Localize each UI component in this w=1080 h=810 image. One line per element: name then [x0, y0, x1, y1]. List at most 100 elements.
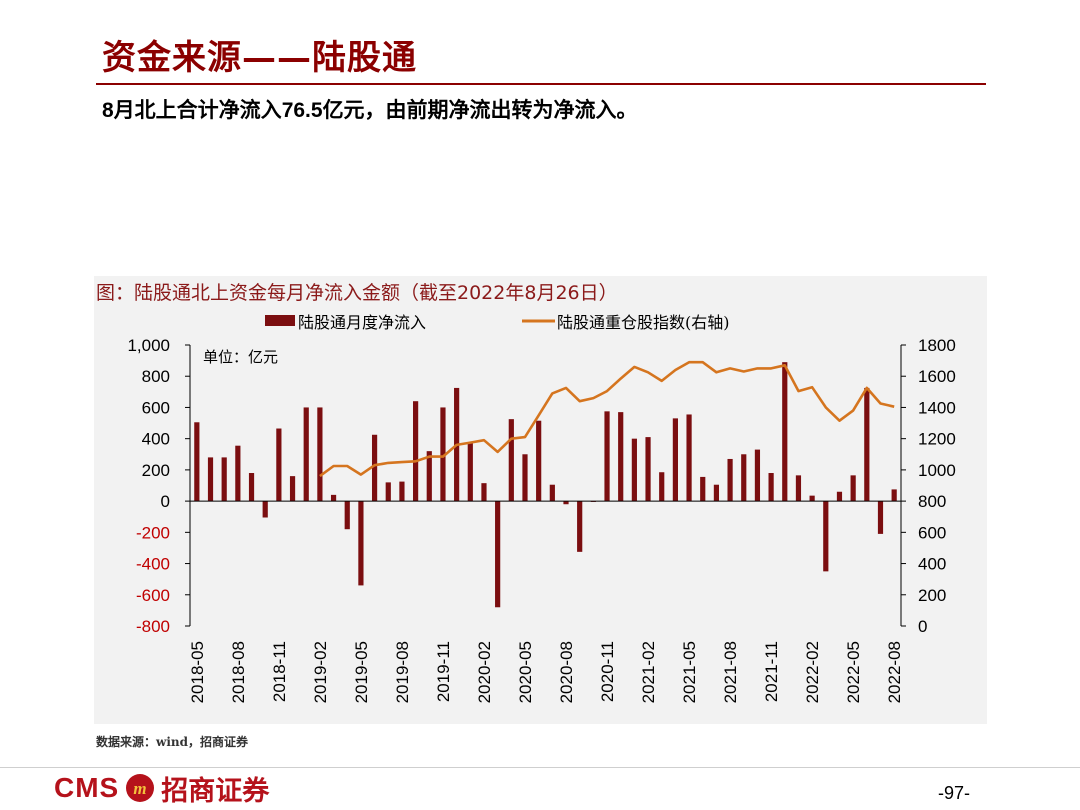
x-tick-label: 2019-05	[352, 641, 371, 703]
x-tick-label: 2020-08	[557, 641, 576, 703]
x-tick-label: 2022-05	[844, 641, 863, 703]
right-tick-label: 800	[918, 492, 946, 511]
bar-2021-01	[631, 438, 637, 502]
bar-2020-05	[522, 454, 528, 502]
bar-2019-07	[385, 482, 391, 502]
bar-2020-04	[508, 419, 514, 502]
x-tick-label: 2018-11	[270, 641, 289, 702]
index-line	[319, 360, 895, 478]
bar-2021-02	[645, 437, 651, 502]
bar-2022-04	[836, 491, 843, 502]
x-tick-label: 2020-02	[475, 641, 494, 703]
bar-2019-10	[426, 451, 432, 502]
bar-2021-09	[741, 454, 747, 502]
right-tick-label: 1000	[918, 461, 956, 480]
x-tick-label: 2021-02	[639, 641, 658, 703]
bar-2019-01	[303, 407, 309, 502]
slide-subtitle: 8月北上合计净流入76.5亿元，由前期净流出转为净流入。	[102, 94, 638, 124]
bar-2020-09	[577, 501, 583, 552]
right-tick-label: 600	[918, 523, 946, 542]
bar-2019-04	[344, 501, 350, 530]
bar-series	[194, 362, 897, 608]
bar-2021-08	[727, 458, 733, 502]
chart-panel: 图：陆股通北上资金每月净流入金额（截至2022年8月26日） 陆股通月度净流入 …	[94, 276, 987, 724]
bar-2022-07	[877, 501, 884, 534]
title-rule	[96, 83, 986, 85]
bar-2022-08	[891, 489, 897, 502]
subtitle-text-a: 月北上合计净流入	[113, 98, 282, 122]
x-axis-ticks: 2018-05 2018-08 2018-11 2019-02 2019-05 2019-…	[188, 641, 904, 703]
left-tick-label: 0	[161, 492, 170, 511]
bar-2018-12	[289, 476, 296, 502]
x-tick-label: 2020-05	[516, 641, 535, 703]
bar-2022-02	[809, 495, 815, 502]
bar-2018-10	[262, 501, 268, 518]
bar-2020-08	[563, 501, 569, 505]
bar-2018-05	[194, 422, 200, 502]
left-tick-label: 400	[142, 430, 170, 449]
cms-emblem-icon: m	[126, 774, 155, 802]
left-tick-label: 800	[142, 367, 170, 386]
right-tick-label: 200	[918, 586, 946, 605]
subtitle-month: 8	[102, 99, 114, 122]
bar-2020-03	[495, 501, 501, 608]
right-tick-label: 1800	[918, 336, 956, 355]
x-tick-label: 2019-02	[311, 641, 330, 703]
logo-latin-text: CMS	[54, 772, 120, 803]
legend-line-label: 陆股通重仓股指数(右轴)	[557, 313, 730, 332]
bar-2018-08	[235, 445, 241, 502]
bar-2021-11	[768, 473, 774, 502]
left-tick-label: -600	[136, 586, 170, 605]
bar-2018-09	[248, 473, 255, 502]
bar-2022-01	[795, 475, 802, 502]
x-tick-label: 2019-11	[434, 641, 453, 702]
left-axis-ticks: 1,000 800 600 400 200 0 -200 -400 -600 -800	[127, 336, 190, 636]
right-tick-label: 0	[918, 617, 927, 636]
bar-2019-11	[440, 407, 446, 502]
net-inflow-chart: 图：陆股通北上资金每月净流入金额（截至2022年8月26日） 陆股通月度净流入 …	[96, 282, 956, 703]
logo-chinese-text: 招商证券	[161, 775, 270, 807]
bar-2021-10	[754, 449, 761, 502]
bar-2021-05	[686, 414, 692, 502]
bar-2019-05	[358, 501, 364, 586]
subtitle-amount: 76.5	[281, 99, 323, 122]
left-tick-label: 600	[142, 398, 170, 417]
left-tick-label: -800	[136, 617, 170, 636]
bar-2022-03	[823, 501, 829, 572]
bar-2020-06	[536, 420, 542, 502]
bar-2019-08	[399, 481, 405, 502]
bar-2019-02	[317, 407, 323, 502]
x-tick-label: 2022-02	[803, 641, 822, 703]
bar-2022-06	[864, 387, 870, 502]
right-tick-label: 1400	[918, 398, 956, 417]
subtitle-text-b: 亿元，由前期净流出转为净流入。	[322, 98, 638, 122]
x-tick-label: 2020-11	[598, 641, 617, 702]
data-source: 数据来源：wind，招商证券	[96, 735, 249, 749]
bar-2018-06	[207, 457, 214, 502]
bar-2018-07	[221, 457, 227, 502]
bar-2019-06	[371, 434, 378, 502]
page-number: -97-	[938, 783, 971, 803]
bar-2021-04	[672, 418, 678, 502]
bar-2019-09	[413, 401, 419, 502]
bar-2021-03	[659, 472, 665, 502]
x-tick-label: 2018-05	[188, 641, 207, 703]
bar-2019-03	[330, 494, 337, 502]
left-tick-label: -400	[136, 555, 170, 574]
bar-2021-06	[700, 476, 706, 502]
legend-bar-swatch	[265, 315, 295, 326]
x-tick-label: 2021-05	[680, 641, 699, 703]
cms-logo: CMS m 招商证券	[54, 770, 270, 807]
chart-title: 图：陆股通北上资金每月净流入金额（截至2022年8月26日）	[96, 282, 618, 304]
bar-2020-12	[618, 412, 624, 502]
bar-2018-11	[276, 428, 282, 502]
axes	[189, 345, 902, 626]
bar-2020-07	[549, 484, 555, 502]
legend: 陆股通月度净流入 陆股通重仓股指数(右轴)	[265, 313, 730, 332]
x-tick-label: 2021-11	[762, 641, 781, 702]
slide-title: 资金来源——陆股通	[102, 38, 417, 78]
bar-2021-07	[713, 484, 720, 502]
left-tick-label: 200	[142, 461, 170, 480]
legend-bar-label: 陆股通月度净流入	[298, 313, 426, 332]
bar-2020-11	[604, 411, 610, 502]
